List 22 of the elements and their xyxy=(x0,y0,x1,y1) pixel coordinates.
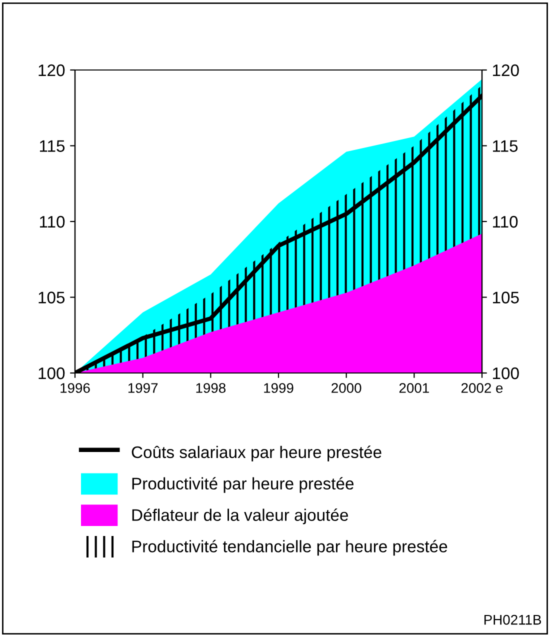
x-tick-label: 1997 xyxy=(128,383,158,393)
legend-label: Déflateur de la valeur ajoutée xyxy=(132,508,348,524)
y-tick-label: 100 xyxy=(38,367,65,380)
y2-tick-label: 115 xyxy=(492,140,518,152)
y-tick-label: 110 xyxy=(40,216,65,228)
text: PH0211B xyxy=(484,614,542,625)
x-tick-label: 2000 xyxy=(332,383,362,393)
y-tick-label: 105 xyxy=(38,292,65,304)
x-tick-label: 1996 xyxy=(60,383,90,393)
legend-label: Coûts salariaux par heure prestée xyxy=(132,446,382,462)
x-tick-label: 2001 xyxy=(399,383,429,393)
x-tick-label: 1998 xyxy=(196,383,226,393)
legend-label: Productivité par heure prestée xyxy=(132,477,354,493)
y-tick-label: 120 xyxy=(38,64,65,76)
y2-tick-label: 100 xyxy=(492,367,519,380)
x-tick-label: 1999 xyxy=(264,383,294,393)
y2-tick-label: 105 xyxy=(492,292,519,304)
y-tick-label: 115 xyxy=(40,140,65,152)
y2-tick-label: 120 xyxy=(492,64,519,76)
x-tick-label: 2002 e xyxy=(461,383,503,393)
legend-label: Productivité tendancielle par heure prestée xyxy=(132,540,448,556)
y2-tick-label: 110 xyxy=(492,216,518,228)
